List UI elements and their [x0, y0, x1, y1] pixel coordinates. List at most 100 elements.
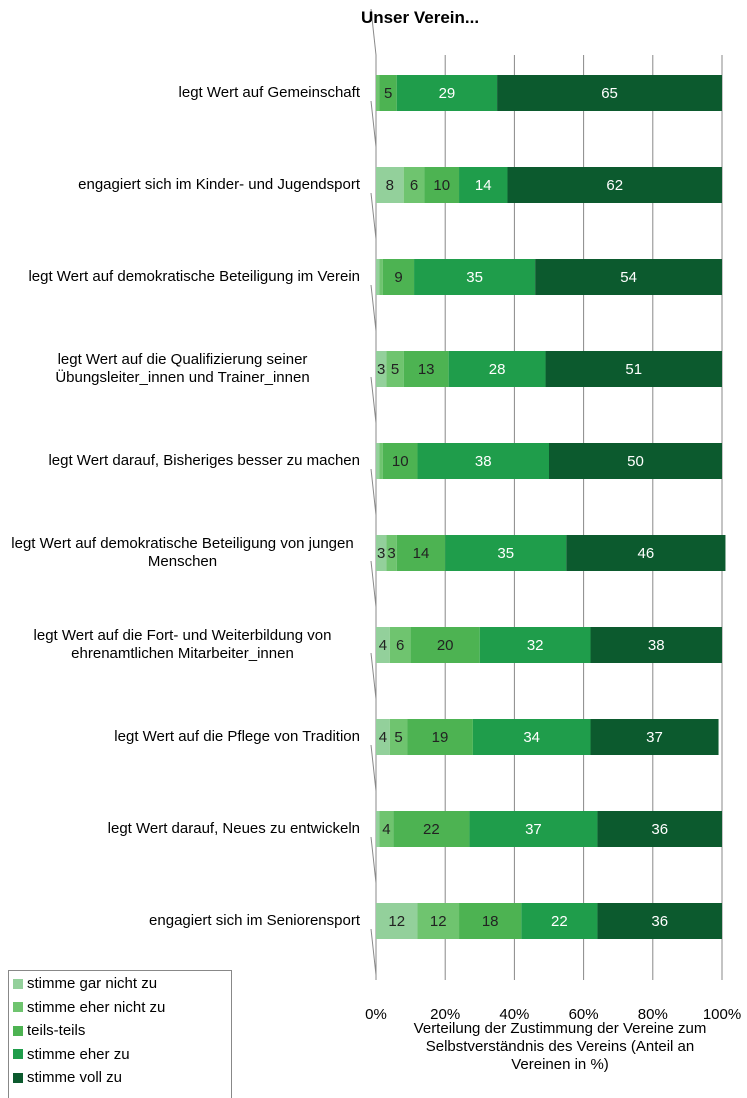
bar-segment [379, 259, 383, 295]
bar-segment [403, 351, 449, 387]
y-tick [370, 560, 377, 608]
bar-segment [445, 535, 567, 571]
bar-segment [424, 167, 460, 203]
bar-segment [417, 903, 460, 939]
category-text: legt Wert auf die Qualifizierung seiner … [55, 351, 310, 386]
data-label: 50 [627, 453, 644, 470]
category-label: legt Wert auf die Qualifizierung seiner … [5, 339, 360, 399]
bar-segment [497, 75, 722, 111]
bar-segment [414, 259, 536, 295]
data-label: 29 [439, 85, 456, 102]
category-label: legt Wert auf demokratische Beteiligung … [5, 523, 360, 583]
data-label: 18 [482, 913, 499, 930]
bar-segment [386, 351, 404, 387]
data-label: 10 [392, 453, 409, 470]
bar-segment [407, 719, 473, 755]
bar-segment [393, 811, 470, 847]
data-label: 12 [388, 913, 405, 930]
category-label: legt Wert auf die Pflege von Tradition [5, 707, 360, 767]
y-tick [370, 192, 377, 240]
bar-segment [469, 811, 598, 847]
bar-segment [376, 627, 390, 663]
bar-segment [389, 627, 411, 663]
y-tick [370, 8, 377, 56]
data-label: 65 [601, 85, 618, 102]
data-label: 6 [410, 177, 418, 194]
data-label: 8 [386, 177, 394, 194]
legend-item: teils-teils [13, 1019, 227, 1043]
bar-segment [459, 903, 522, 939]
bar-segment [403, 167, 425, 203]
bar-segment [410, 627, 480, 663]
bar-segment [549, 443, 722, 479]
data-label: 14 [475, 177, 492, 194]
data-label: 46 [638, 545, 655, 562]
chart-title: Unser Verein... [360, 8, 480, 27]
data-label: 54 [620, 269, 637, 286]
category-text: legt Wert auf demokratische Beteiligung … [28, 268, 360, 285]
category-label: engagiert sich im Seniorensport [5, 891, 360, 951]
bar-segment [521, 903, 598, 939]
y-tick [370, 376, 377, 424]
legend-swatch [13, 1025, 23, 1036]
data-label: 3 [387, 545, 395, 562]
bar-segment [479, 627, 591, 663]
bar-segment [382, 443, 418, 479]
legend-label: stimme eher zu [27, 1045, 130, 1063]
y-tick [370, 284, 377, 332]
data-label: 62 [606, 177, 623, 194]
bar-segment [566, 535, 726, 571]
legend-swatch [13, 1002, 23, 1013]
bar-segment [389, 719, 408, 755]
category-label: engagiert sich im Kinder- und Jugendspor… [5, 155, 360, 215]
data-label: 36 [651, 821, 668, 838]
data-label: 51 [625, 361, 642, 378]
bar-segment [376, 811, 380, 847]
bar-segment [376, 259, 380, 295]
bar-segment [376, 75, 380, 111]
bar-segment [448, 351, 546, 387]
data-label: 10 [433, 177, 450, 194]
bar-segment [379, 75, 397, 111]
bar-segment [597, 811, 722, 847]
legend-item: stimme eher nicht zu [13, 996, 227, 1020]
data-label: 34 [523, 729, 540, 746]
bar-segment [379, 443, 383, 479]
x-tick-label: 80% [638, 1006, 668, 1023]
x-tick-label: 100% [703, 1006, 741, 1023]
data-label: 4 [382, 821, 390, 838]
legend-item: stimme gar nicht zu [13, 972, 227, 996]
bar-segment [472, 719, 591, 755]
bar-segment [376, 719, 390, 755]
y-tick [370, 100, 377, 148]
data-label: 5 [391, 361, 399, 378]
data-label: 37 [646, 729, 663, 746]
data-label: 38 [475, 453, 492, 470]
category-label: legt Wert auf die Fort- und Weiterbildun… [5, 615, 360, 675]
data-label: 36 [651, 913, 668, 930]
legend-label: stimme voll zu [27, 1069, 123, 1087]
bar-segment [545, 351, 722, 387]
data-label: 37 [525, 821, 542, 838]
data-label: 19 [432, 729, 449, 746]
x-axis-title: Verteilung der Zustimmung der Vereine zu… [413, 1020, 707, 1073]
data-label: 28 [489, 361, 506, 378]
bar-segment [386, 535, 397, 571]
data-label: 38 [648, 637, 665, 654]
legend-swatch [13, 1049, 23, 1060]
bar-segment [396, 535, 446, 571]
category-text: legt Wert darauf, Neues zu entwickeln [107, 820, 360, 837]
bar-segment [376, 167, 404, 203]
x-tick-label: 0% [365, 1006, 387, 1023]
y-tick [370, 652, 377, 700]
category-text: legt Wert auf Gemeinschaft [178, 84, 360, 101]
category-text: engagiert sich im Seniorensport [149, 912, 360, 929]
data-label: 35 [466, 269, 483, 286]
bar-segment [376, 535, 387, 571]
data-label: 3 [377, 545, 385, 562]
y-tick [370, 928, 377, 976]
data-label: 9 [394, 269, 402, 286]
y-tick [370, 744, 377, 792]
